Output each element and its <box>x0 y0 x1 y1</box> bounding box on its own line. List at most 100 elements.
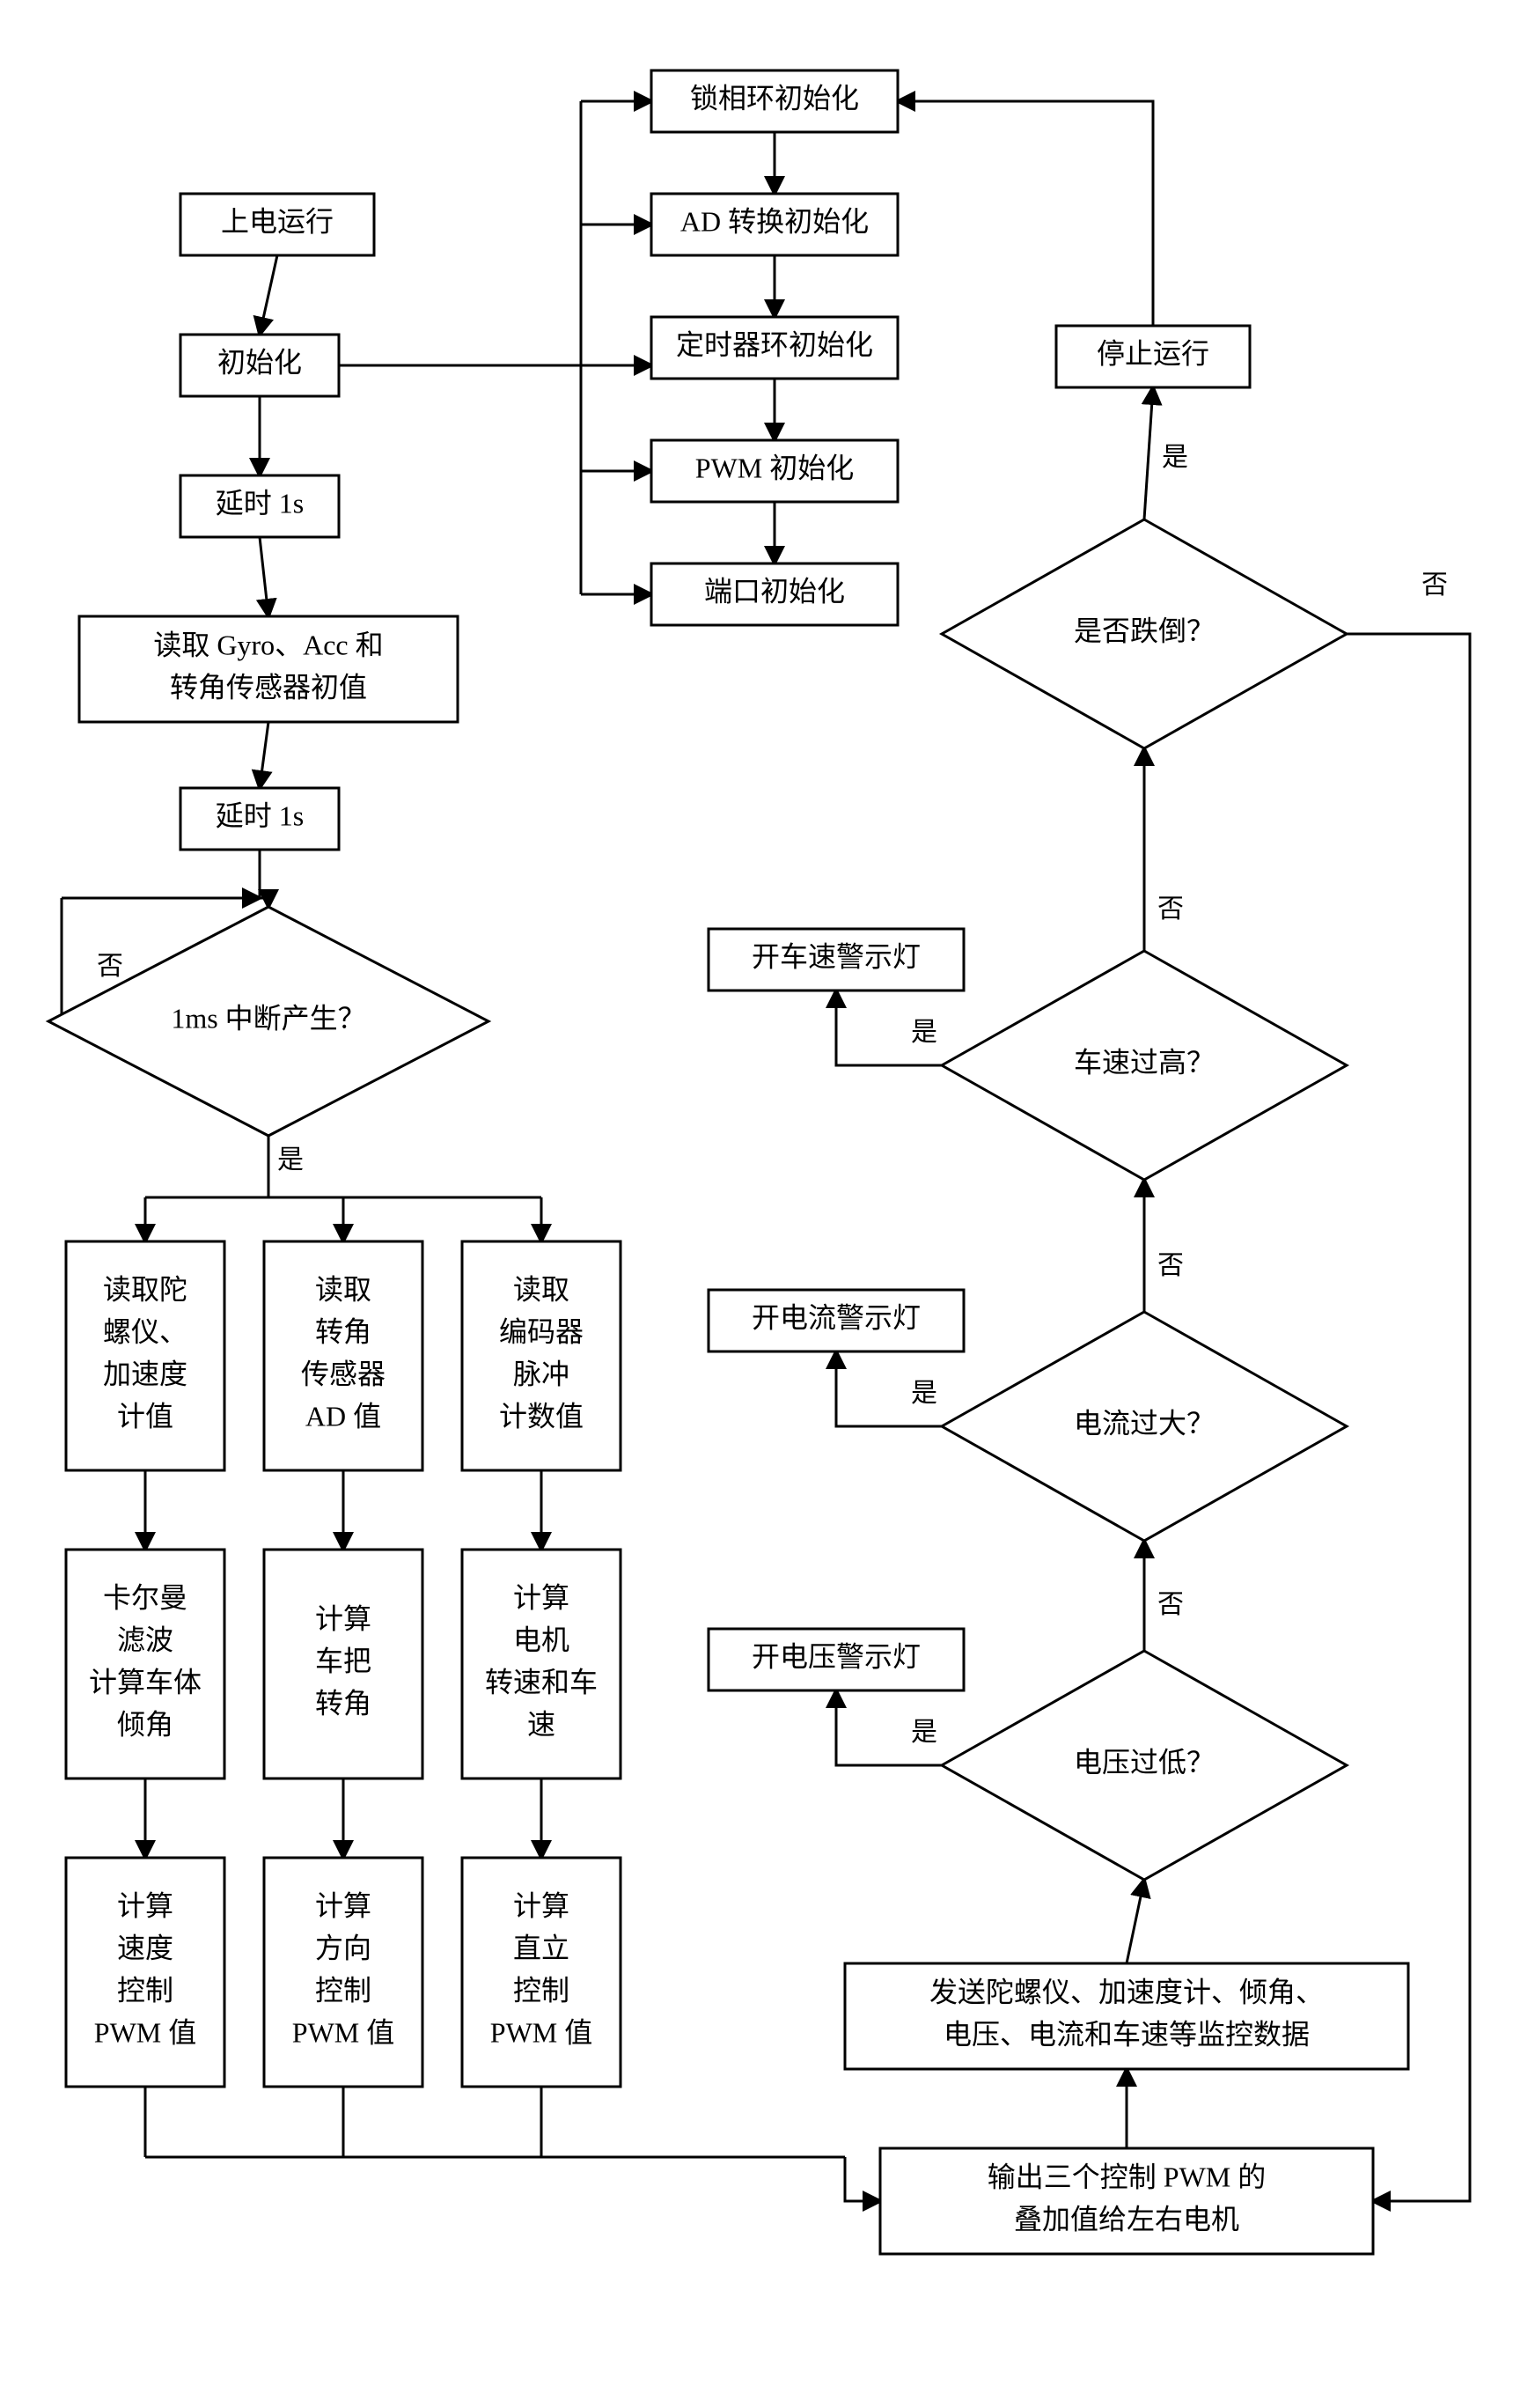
node-text: 停止运行 <box>1097 337 1209 369</box>
node-text: 加速度 <box>103 1358 187 1389</box>
node-d_fall: 是否跌倒？ <box>942 519 1347 748</box>
node-text: 转角 <box>315 1687 371 1719</box>
node-text: 读取陀 <box>103 1273 187 1305</box>
node-text: 电机 <box>513 1624 569 1655</box>
node-text: PWM 值 <box>292 2016 394 2048</box>
node-d_spd: 车速过高？ <box>942 951 1347 1180</box>
node-text: 方向 <box>315 1932 371 1963</box>
node-text: 车速过高？ <box>1074 1046 1215 1078</box>
node-text: 定时器环初始化 <box>676 328 873 360</box>
node-text: 速 <box>527 1708 555 1740</box>
node-text: 控制 <box>513 1974 569 2006</box>
node-text: 1ms 中断产生？ <box>171 1002 365 1034</box>
edge <box>898 101 1153 326</box>
node-text: 开电压警示灯 <box>752 1640 921 1672</box>
node-text: 计算 <box>513 1581 569 1613</box>
node-n_renc: 读取编码器脉冲计数值 <box>462 1241 621 1470</box>
node-text: 输出三个控制 PWM 的 <box>988 2161 1266 2192</box>
node-n_pll: 锁相环初始化 <box>651 70 898 132</box>
node-text: 开车速警示灯 <box>752 940 921 972</box>
node-n_timer: 定时器环初始化 <box>651 317 898 379</box>
branch-label: 是 <box>911 1379 937 1408</box>
edge <box>1127 1880 1144 1963</box>
edge <box>845 2157 880 2201</box>
branch-label: 否 <box>1157 895 1184 924</box>
node-text: 速度 <box>117 1932 173 1963</box>
branch-label: 是 <box>1162 443 1188 472</box>
node-text: 电流过大？ <box>1074 1407 1215 1439</box>
node-text: 卡尔曼 <box>103 1581 187 1613</box>
node-n_rangle: 读取转角传感器 AD 值 <box>264 1241 422 1470</box>
edge <box>260 537 268 616</box>
edge <box>1144 387 1153 519</box>
flowchart-canvas: 锁相环初始化 AD 转换初始化定时器环初始化 PWM 初始化端口初始化 上电运行初始化… <box>0 0 1535 2408</box>
node-text: 倾角 <box>117 1708 173 1740</box>
node-text: 脉冲 <box>513 1358 569 1389</box>
node-text: 编码器 <box>499 1315 584 1347</box>
node-text: 滤波 <box>117 1624 173 1655</box>
node-text: 电压过低？ <box>1074 1746 1215 1778</box>
node-text: 上电运行 <box>221 205 334 237</box>
node-n_stop: 停止运行 <box>1056 326 1250 387</box>
node-text: 计算 <box>513 1889 569 1921</box>
branch-label: 是 <box>911 1718 937 1747</box>
node-text: PWM 值 <box>490 2016 592 2048</box>
node-n_delay1: 延时 1s <box>180 475 339 537</box>
node-text: 锁相环初始化 <box>690 82 859 114</box>
branch-label: 否 <box>97 952 123 981</box>
branch-label: 否 <box>1421 571 1448 600</box>
node-n_voltw: 开电压警示灯 <box>709 1629 964 1690</box>
node-text: 延时 1s <box>216 487 304 519</box>
node-text: 车把 <box>315 1645 371 1676</box>
node-text: AD 转换初始化 <box>680 205 869 237</box>
node-text: 发送陀螺仪、加速度计、倾角、 <box>929 1976 1324 2007</box>
node-text: 传感器 <box>301 1358 386 1389</box>
node-n_spdw: 开车速警示灯 <box>709 929 964 990</box>
node-text: 螺仪、 <box>103 1315 187 1347</box>
edge <box>260 255 277 335</box>
node-text: PWM 值 <box>94 2016 196 2048</box>
node-text: 延时 1s <box>216 799 304 831</box>
node-text: 计值 <box>117 1400 173 1432</box>
node-n_port: 端口初始化 <box>651 563 898 625</box>
node-text: 计算 <box>315 1602 371 1634</box>
node-text: 控制 <box>315 1974 371 2006</box>
node-text: 转角 <box>315 1315 371 1347</box>
node-d_1ms: 1ms 中断产生？ <box>48 907 488 1136</box>
node-n_delay2: 延时 1s <box>180 788 339 850</box>
node-text: 初始化 <box>217 346 302 378</box>
node-n_kalman: 卡尔曼滤波计算车体倾角 <box>66 1550 224 1778</box>
node-text: 是否跌倒？ <box>1074 615 1215 646</box>
node-n_read0: 读取 Gyro、Acc 和转角传感器初值 <box>79 616 458 722</box>
node-text: 计算车体 <box>89 1666 202 1697</box>
node-n_ad: AD 转换初始化 <box>651 194 898 255</box>
node-n_rgyro: 读取陀螺仪、加速度计值 <box>66 1241 224 1470</box>
branch-label: 是 <box>911 1018 937 1047</box>
node-n_pwm: PWM 初始化 <box>651 440 898 502</box>
node-text: 叠加值给左右电机 <box>1014 2203 1239 2235</box>
node-text: AD 值 <box>305 1400 381 1432</box>
node-n_pwmspd: 计算速度控制PWM 值 <box>66 1858 224 2087</box>
node-text: 端口初始化 <box>704 575 845 607</box>
node-text: 转角传感器初值 <box>170 671 367 703</box>
node-text: 读取 <box>513 1273 569 1305</box>
node-n_cang: 计算车把转角 <box>264 1550 422 1778</box>
node-n_pwmdir: 计算方向控制 PWM 值 <box>264 1858 422 2087</box>
branch-label: 否 <box>1157 1590 1184 1619</box>
node-n_power: 上电运行 <box>180 194 374 255</box>
node-n_output: 输出三个控制 PWM 的叠加值给左右电机 <box>880 2148 1373 2254</box>
node-text: 读取 Gyro、Acc 和 <box>153 629 383 660</box>
node-text: 计算 <box>315 1889 371 1921</box>
edge <box>48 898 62 1021</box>
node-n_send: 发送陀螺仪、加速度计、倾角、电压、电流和车速等监控数据 <box>845 1963 1408 2069</box>
node-text: 开电流警示灯 <box>752 1301 921 1333</box>
branch-label: 是 <box>277 1145 304 1175</box>
branch-label: 否 <box>1157 1251 1184 1280</box>
node-text: 计数值 <box>499 1400 584 1432</box>
node-d_volt: 电压过低？ <box>942 1651 1347 1880</box>
edge <box>260 722 268 788</box>
node-n_init: 初始化 <box>180 335 339 396</box>
node-text: 读取 <box>315 1273 371 1305</box>
node-text: 电压、电流和车速等监控数据 <box>944 2018 1310 2050</box>
node-d_curr: 电流过大？ <box>942 1312 1347 1541</box>
